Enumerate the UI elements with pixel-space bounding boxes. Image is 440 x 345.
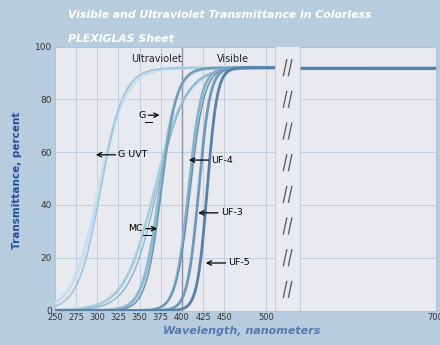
Text: G: G — [138, 111, 146, 120]
Bar — [275, 44, 300, 313]
Text: MC: MC — [128, 224, 143, 233]
Text: G UVT: G UVT — [118, 150, 148, 159]
Text: UF-5: UF-5 — [228, 258, 250, 267]
Text: Transmittance, percent: Transmittance, percent — [12, 111, 22, 249]
Text: UF-4: UF-4 — [212, 156, 233, 165]
Text: Visible and Ultraviolet Transmittance in Colorless: Visible and Ultraviolet Transmittance in… — [68, 10, 372, 20]
Text: Ultraviolet: Ultraviolet — [131, 55, 182, 65]
Text: Visible: Visible — [216, 55, 249, 65]
Text: UF-3: UF-3 — [221, 208, 242, 217]
Text: Wavelength, nanometers: Wavelength, nanometers — [163, 326, 321, 336]
Text: PLEXIGLAS Sheet: PLEXIGLAS Sheet — [68, 33, 174, 43]
